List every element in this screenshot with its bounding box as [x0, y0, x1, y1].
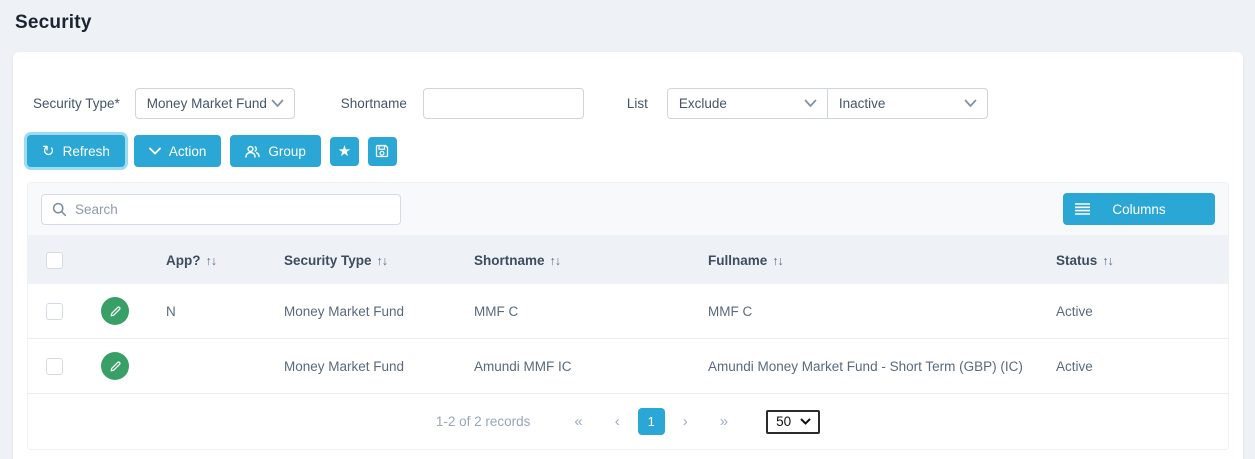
sort-icon[interactable]: ↑↓: [549, 253, 561, 268]
search-input[interactable]: [75, 201, 390, 217]
chevron-down-icon: [964, 99, 977, 107]
save-button[interactable]: [367, 136, 397, 166]
next-page-button[interactable]: ›: [667, 413, 704, 430]
cell-status: Active: [1056, 358, 1093, 374]
security-type-value: Money Market Fund: [146, 96, 267, 111]
cell-status: Active: [1056, 303, 1093, 319]
shortname-input[interactable]: [422, 88, 584, 119]
security-type-label: Security Type*: [33, 96, 120, 111]
list-icon: [1075, 203, 1090, 215]
action-button[interactable]: Action: [133, 135, 222, 167]
edit-row-button[interactable]: [101, 297, 129, 325]
row-checkbox[interactable]: [46, 302, 63, 320]
table-header-row: App? ↑↓ Security Type ↑↓ Shortname ↑↓ Fulln…: [28, 236, 1228, 284]
column-header-fullname[interactable]: Fullname ↑↓: [708, 252, 784, 268]
group-icon: [245, 145, 261, 158]
sort-icon[interactable]: ↑↓: [772, 253, 783, 268]
edit-row-button[interactable]: [101, 352, 129, 380]
search-box[interactable]: [41, 193, 401, 225]
group-button[interactable]: Group: [230, 135, 321, 167]
search-icon: [52, 202, 67, 216]
pagination-bar: 1-2 of 2 records « ‹ 1 › » 50: [28, 394, 1228, 449]
columns-button[interactable]: Columns: [1063, 193, 1215, 225]
select-all-checkbox[interactable]: [46, 251, 63, 269]
security-card: Security Type* Money Market Fund Shortna…: [13, 52, 1243, 459]
list-status-select[interactable]: Inactive: [826, 88, 988, 119]
list-status-value: Inactive: [838, 96, 886, 111]
cell-security-type: Money Market Fund: [284, 358, 405, 374]
cell-shortname: Amundi MMF IC: [474, 358, 572, 374]
chevron-down-icon: [271, 99, 284, 107]
column-header-shortname[interactable]: Shortname ↑↓: [474, 252, 561, 268]
prev-page-button[interactable]: ‹: [599, 413, 636, 430]
list-exclude-select[interactable]: Exclude: [666, 88, 828, 119]
page-size-select[interactable]: 50: [766, 409, 821, 434]
columns-button-label: Columns: [1112, 201, 1166, 217]
column-header-app[interactable]: App? ↑↓: [166, 252, 217, 268]
page-size-value: 50: [776, 414, 792, 429]
results-grid: Columns App?↑↓ Security Type↑↓ Shortname…: [27, 182, 1229, 450]
cell-fullname: MMF C: [708, 303, 753, 319]
sort-icon[interactable]: ↑↓: [1102, 253, 1113, 268]
cell-fullname: Amundi Money Market Fund - Short Term (G…: [708, 358, 1023, 374]
save-icon: [376, 144, 389, 158]
cell-security-type: Money Market Fund: [284, 303, 405, 319]
chevron-down-icon: [800, 418, 811, 425]
shortname-label: Shortname: [340, 96, 407, 111]
records-summary: 1-2 of 2 records: [435, 414, 531, 429]
first-page-button[interactable]: «: [558, 413, 598, 430]
group-button-label: Group: [268, 143, 306, 159]
cell-shortname: MMF C: [474, 303, 519, 319]
current-page-button[interactable]: 1: [637, 408, 665, 435]
favorite-button[interactable]: ★: [329, 136, 359, 166]
list-label: List: [626, 96, 648, 111]
action-buttons-row: ↻ Refresh Action Group ★: [27, 135, 1229, 167]
column-header-status[interactable]: Status ↑↓: [1056, 252, 1114, 268]
sort-icon[interactable]: ↑↓: [205, 253, 217, 268]
row-checkbox[interactable]: [46, 357, 63, 375]
star-icon: ★: [337, 142, 352, 160]
sort-icon[interactable]: ↑↓: [376, 253, 388, 268]
grid-toolbar: Columns: [28, 183, 1228, 236]
security-type-select[interactable]: Money Market Fund: [134, 88, 295, 119]
page-header: Security: [0, 0, 1255, 44]
filter-row: Security Type* Money Market Fund Shortna…: [27, 88, 1229, 119]
page-title: Security: [15, 12, 92, 33]
column-header-security-type[interactable]: Security Type ↑↓: [284, 252, 388, 268]
pencil-icon: [110, 305, 121, 316]
refresh-button-label: Refresh: [62, 143, 110, 159]
pencil-icon: [110, 360, 121, 371]
action-button-label: Action: [168, 143, 207, 159]
last-page-button[interactable]: »: [704, 413, 744, 430]
table-row: N Money Market Fund MMF C MMF C Active: [28, 284, 1228, 339]
cell-app: N: [166, 303, 176, 319]
refresh-button[interactable]: ↻ Refresh: [27, 135, 125, 167]
chevron-down-icon: [804, 99, 817, 107]
table-row: Money Market Fund Amundi MMF IC Amundi M…: [28, 339, 1228, 394]
chevron-down-icon: [148, 147, 161, 155]
list-exclude-value: Exclude: [678, 96, 727, 111]
refresh-icon: ↻: [42, 142, 55, 160]
